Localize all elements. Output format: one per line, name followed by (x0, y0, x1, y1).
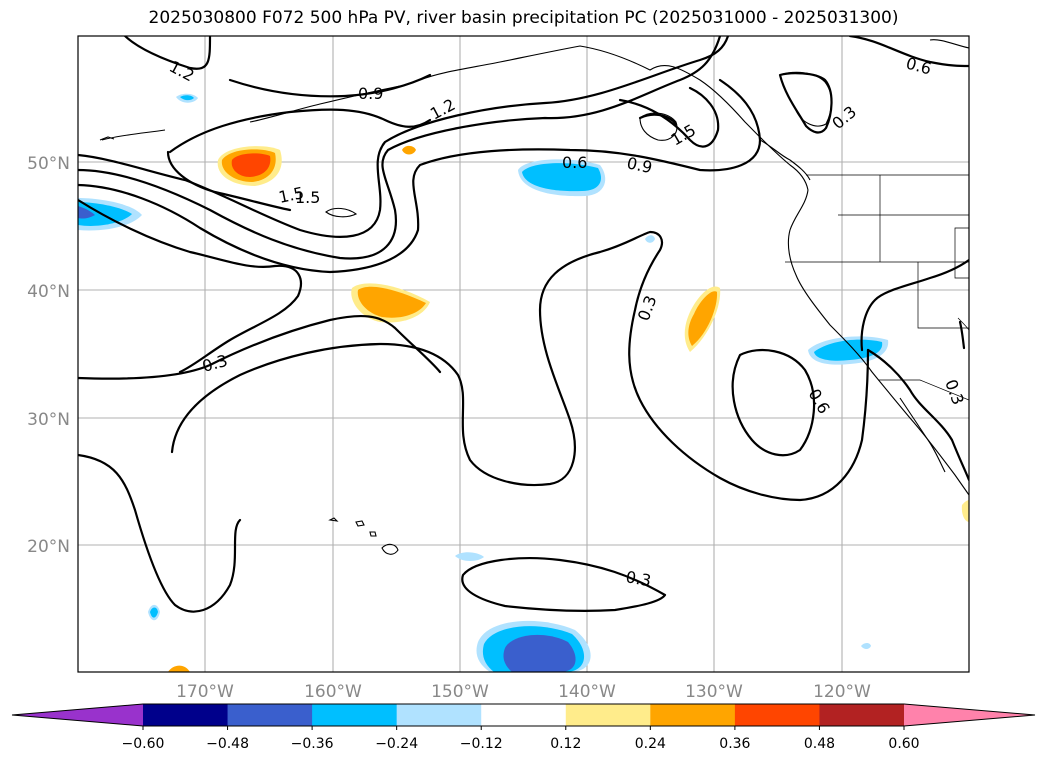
colorbar-tick-label: 0.24 (635, 736, 666, 752)
lat-label: 50°N (27, 154, 70, 174)
contour-label: 0.9 (358, 84, 383, 103)
colorbar: −0.60 −0.48 −0.36 −0.24 −0.12 0.12 0.24 0.36 0.4… (11, 703, 1036, 752)
lon-label: 170°W (176, 682, 234, 702)
lon-label: 150°W (431, 682, 489, 702)
lon-label: 160°W (304, 682, 362, 702)
colorbar-tick-label: 0.48 (804, 736, 835, 752)
contour-label: 0.6 (562, 153, 587, 172)
colorbar-extend-right (904, 704, 1035, 726)
colorbar-extend-left (12, 704, 143, 726)
colorbar-cell (312, 704, 398, 726)
colorbar-cell (143, 704, 229, 726)
colorbar-cell (734, 704, 820, 726)
lon-label: 130°W (685, 682, 743, 702)
figure-title: 2025030800 F072 500 hPa PV, river basin … (148, 8, 899, 28)
lat-label: 30°N (27, 410, 70, 430)
colorbar-cell (481, 704, 567, 726)
colorbar-cell (396, 704, 482, 726)
colorbar-cell (650, 704, 736, 726)
colorbar-tick-label: 0.12 (550, 736, 581, 752)
colorbar-tick-label: 0.36 (719, 736, 750, 752)
lat-label: 20°N (27, 537, 70, 557)
contour-label: 1.5 (277, 183, 306, 207)
pv-contours (78, 36, 969, 613)
lat-labels: 50°N 40°N 30°N 20°N (27, 154, 70, 557)
precip-shading (78, 93, 969, 672)
colorbar-tick-label: −0.36 (291, 736, 334, 752)
coastlines (99, 39, 969, 555)
lon-label: 140°W (558, 682, 616, 702)
colorbar-cell (565, 704, 651, 726)
colorbar-tick-label: −0.60 (122, 736, 165, 752)
lon-label: 120°W (813, 682, 871, 702)
lon-labels: 170°W 160°W 150°W 140°W 130°W 120°W (176, 682, 871, 702)
contour-label: 1.5 (295, 188, 320, 207)
lat-label: 40°N (27, 282, 70, 302)
contour-label: 0.3 (624, 567, 652, 590)
colorbar-cell (819, 704, 905, 726)
contour-label: 0.9 (625, 153, 654, 177)
colorbar-tick-label: −0.48 (206, 736, 249, 752)
colorbar-tick-label: 0.60 (888, 736, 919, 752)
colorbar-cell (227, 704, 313, 726)
colorbar-tick-label: −0.24 (375, 736, 418, 752)
map-frame (77, 35, 970, 673)
colorbar-tick-label: −0.12 (460, 736, 503, 752)
borders (785, 174, 969, 401)
